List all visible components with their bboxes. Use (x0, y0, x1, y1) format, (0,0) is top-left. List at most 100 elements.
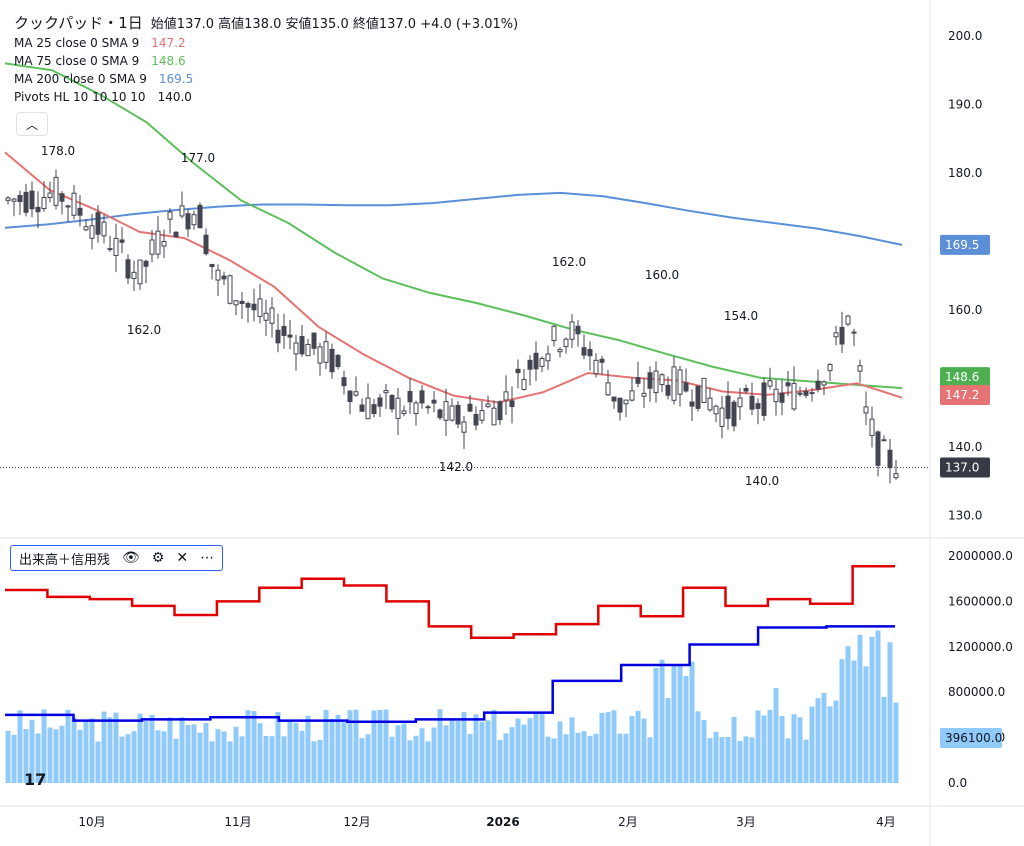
candle-body (713, 405, 719, 415)
volume-bar (335, 714, 341, 783)
volume-bar (167, 717, 173, 783)
symbol-name[interactable]: クックパッド・1日 (14, 14, 143, 32)
pivot-label: 162.0 (127, 323, 161, 337)
legend-label: MA 200 close 0 SMA 9 (14, 72, 147, 86)
volume-bar (521, 724, 527, 783)
candle-body (587, 348, 593, 357)
price-badge-label: 137.0 (945, 461, 979, 475)
indicator-label: 出来高＋信用残 (19, 552, 111, 568)
candle-body (845, 315, 851, 325)
volume-bar (557, 721, 563, 783)
more-icon[interactable]: ⋯ (200, 550, 215, 566)
candle-body (227, 275, 233, 304)
candle-body (539, 357, 545, 367)
volume-bar (485, 720, 491, 783)
volume-bar (425, 741, 431, 783)
volume-bar (551, 738, 557, 783)
volume-bar (605, 712, 611, 783)
ma200-line (4, 191, 903, 246)
volume-bar (731, 716, 737, 783)
volume-bar (407, 740, 413, 783)
legend-ma200[interactable]: MA 200 close 0 SMA 9 169.5 (14, 70, 518, 88)
volume-bar (371, 710, 377, 783)
legend-ma75[interactable]: MA 75 close 0 SMA 9 148.6 (14, 52, 518, 70)
candle-body (389, 395, 395, 410)
chart-legend: クックパッド・1日 始値137.0 高値138.0 安値135.0 終値137.… (14, 14, 518, 106)
volume-bar (815, 698, 821, 783)
candle-body (767, 380, 773, 387)
candle-body (545, 353, 551, 362)
volume-bar (65, 709, 71, 783)
pivot-label: 162.0 (552, 255, 586, 269)
volume-bar (125, 734, 131, 783)
candle-body (107, 248, 113, 251)
ma25-line (4, 151, 903, 404)
volume-bar (755, 710, 761, 783)
volume-bar (671, 664, 677, 783)
tradingview-logo-icon: 17 (24, 770, 47, 789)
volume-bar (419, 728, 425, 783)
ohlc-readout: 始値137.0 高値138.0 安値135.0 終値137.0 +4.0 (+3… (150, 17, 519, 32)
candle-body (17, 194, 23, 203)
candle-body (485, 403, 491, 408)
candle-body (35, 206, 41, 213)
volume-bar (713, 731, 719, 783)
candle-body (821, 381, 827, 386)
volume-bar (209, 741, 215, 783)
candle-body (503, 391, 509, 401)
time-tick-label: 12月 (343, 815, 370, 829)
candle-body (137, 259, 143, 285)
candle-body (437, 409, 443, 419)
price-badge (940, 728, 1002, 749)
candle-body (815, 380, 821, 390)
volume-bar (185, 724, 191, 783)
volume-bar (383, 709, 389, 783)
candle-body (623, 399, 629, 405)
volume-bar (497, 739, 503, 783)
volume-bar (473, 714, 479, 783)
legend-title: クックパッド・1日 始値137.0 高値138.0 安値135.0 終値137.… (14, 14, 518, 34)
volume-bar (767, 709, 773, 783)
volume-bar (773, 687, 779, 783)
pivot-label: 178.0 (41, 144, 75, 158)
volume-bar (575, 732, 581, 783)
candle-body (65, 205, 71, 208)
volume-bar (47, 727, 53, 783)
candle-body (527, 359, 533, 370)
legend-pivots[interactable]: Pivots HL 10 10 10 10 140.0 (14, 88, 518, 106)
volume-bar (779, 716, 785, 783)
close-icon[interactable]: ✕ (176, 550, 189, 566)
legend-ma25[interactable]: MA 25 close 0 SMA 9 147.2 (14, 34, 518, 52)
volume-bar (875, 630, 881, 783)
collapse-legend-button[interactable]: ︿ (16, 112, 48, 136)
candle-body (791, 382, 797, 410)
candle-body (305, 343, 311, 357)
pivot-label: 177.0 (181, 151, 215, 165)
candle-body (857, 365, 863, 372)
candle-body (131, 271, 137, 279)
candle-body (893, 473, 899, 479)
volume-bar (317, 739, 323, 783)
volume-bar (341, 722, 347, 783)
candle-body (329, 348, 335, 373)
volume-bar (59, 725, 65, 783)
eye-icon[interactable]: 👁 (122, 550, 140, 566)
gear-icon[interactable]: ⚙ (151, 550, 165, 566)
candle-body (833, 332, 839, 338)
credit-sell-line (5, 564, 895, 639)
pivot-label: 160.0 (645, 268, 679, 282)
candle-body (413, 402, 419, 415)
price-tick-label: 140.0 (948, 440, 982, 454)
candle-body (245, 303, 251, 308)
candle-body (53, 176, 59, 206)
candle-body (41, 196, 47, 210)
volume-tick-label: 2000000.0 (948, 549, 1013, 563)
volume-bar (683, 675, 689, 783)
indicator-header[interactable]: 出来高＋信用残 👁 ⚙ ✕ ⋯ (10, 545, 224, 571)
volume-bar (281, 736, 287, 783)
candle-body (239, 300, 245, 304)
candle-body (869, 418, 875, 436)
volume-bar (563, 734, 569, 783)
volume-bar (659, 659, 665, 783)
